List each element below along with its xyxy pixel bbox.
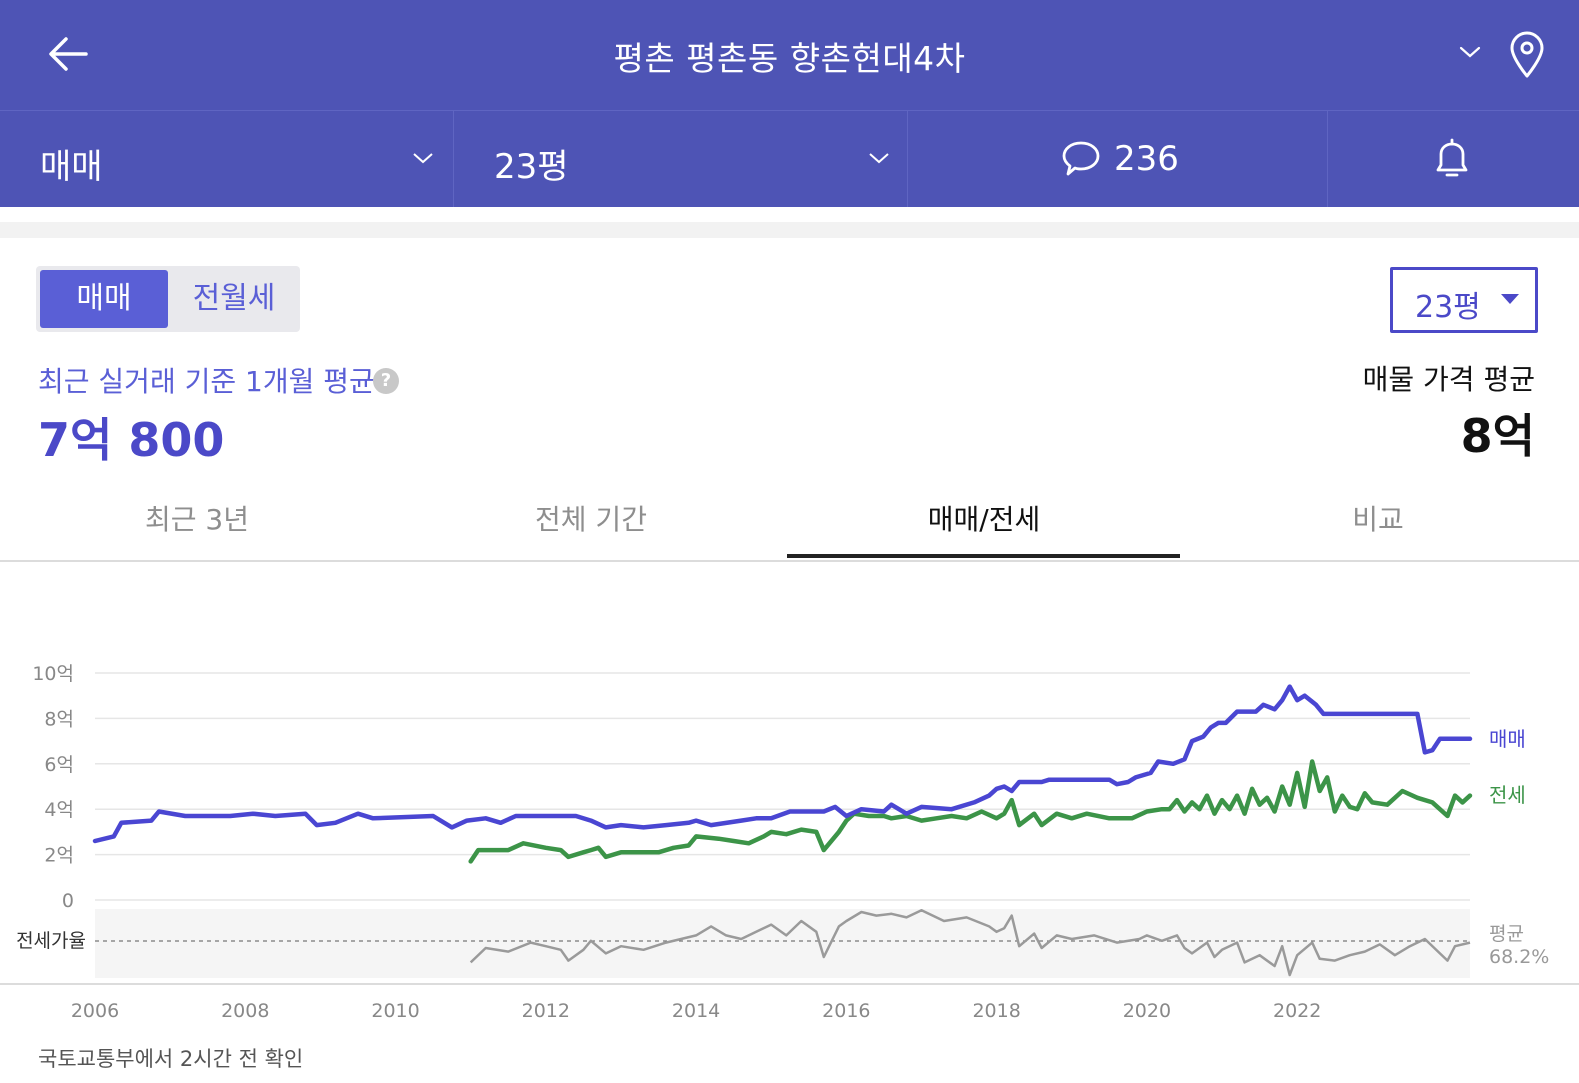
tab-compare[interactable]: 비교 [1352, 503, 1404, 536]
trade-type-dropdown[interactable]: 매매 [0, 111, 453, 207]
y-tick-label: 6억 [44, 754, 74, 776]
y-tick-label: 8억 [44, 708, 74, 730]
map-pin-icon[interactable] [1508, 30, 1546, 80]
ratio-band [95, 909, 1470, 978]
tab-all-period[interactable]: 전체 기간 [535, 503, 647, 536]
area-label: 23평 [494, 147, 569, 187]
x-tick-label: 2018 [972, 1000, 1020, 1022]
x-tick-label: 2008 [221, 1000, 269, 1022]
chevron-down-icon[interactable] [1458, 44, 1482, 60]
toggle-sale[interactable]: 매매 [40, 270, 168, 328]
y-tick-label: 0 [62, 890, 74, 912]
listing-avg-value: 8억 [1460, 409, 1535, 463]
caret-down-icon [1501, 294, 1519, 304]
size-selector[interactable]: 23평 [1390, 267, 1538, 333]
comment-count: 236 [1114, 139, 1179, 179]
x-tick-label: 2020 [1123, 1000, 1171, 1022]
size-selector-label: 23평 [1415, 290, 1481, 325]
recent-avg-label: 최근 실거래 기준 1개월 평균 [38, 365, 375, 398]
price-chart: 10억 8억 6억 4억 2억 0 전세가율 2006 2008 2010 2012 2014 2016… [0, 663, 1579, 1022]
ratio-axis-label: 전세가율 [16, 930, 86, 952]
ratio-average-label: 평균 [1489, 923, 1524, 945]
x-tick-label: 2016 [822, 1000, 870, 1022]
filter-bar: 매매 23평 236 [0, 110, 1579, 207]
arrow-left-icon[interactable] [44, 30, 92, 78]
speech-bubble-icon [1062, 141, 1100, 176]
source-note: 국토교통부에서 2시간 전 확인 [38, 1047, 304, 1071]
app-header: 평촌 평촌동 향촌현대4차 [0, 0, 1579, 110]
x-tick-label: 2010 [371, 1000, 419, 1022]
trade-type-label: 매매 [40, 147, 103, 187]
chevron-down-icon [869, 153, 889, 164]
sale-series-label: 매매 [1489, 727, 1526, 751]
jeonse-series-line [468, 759, 1473, 864]
x-tick-label: 2006 [71, 1000, 119, 1022]
jeonse-series-label: 전세 [1489, 783, 1526, 807]
y-tick-label: 2억 [44, 845, 74, 867]
comments-button[interactable]: 236 [907, 111, 1328, 207]
ratio-average-value: 68.2% [1489, 946, 1549, 968]
bell-icon [1436, 138, 1468, 177]
ratio-series-line [469, 908, 1471, 977]
area-dropdown[interactable]: 23평 [453, 111, 908, 207]
page-title[interactable]: 평촌 평촌동 향촌현대4차 [613, 39, 966, 78]
chevron-down-icon [413, 153, 433, 164]
x-tick-label: 2012 [522, 1000, 570, 1022]
active-tab-indicator [787, 554, 1180, 558]
recent-avg-value: 7억 800 [38, 413, 225, 467]
section-divider [0, 222, 1579, 238]
period-tabs: 최근 3년 전체 기간 매매/전세 비교 [0, 480, 1579, 562]
y-tick-label: 10억 [32, 663, 74, 685]
help-icon[interactable]: ? [373, 368, 399, 394]
x-tick-label: 2014 [672, 1000, 720, 1022]
y-tick-label: 4억 [44, 799, 74, 821]
trade-toggle: 매매 전월세 [36, 266, 300, 332]
listing-avg-label: 매물 가격 평균 [1362, 363, 1535, 396]
alert-button[interactable] [1327, 111, 1579, 207]
x-tick-label: 2022 [1273, 1000, 1321, 1022]
toggle-jeonse-monthly[interactable]: 전월세 [192, 281, 276, 316]
tab-recent-3y[interactable]: 최근 3년 [145, 503, 249, 536]
tab-sale-jeonse[interactable]: 매매/전세 [927, 503, 1041, 536]
sale-series-line [92, 684, 1473, 844]
